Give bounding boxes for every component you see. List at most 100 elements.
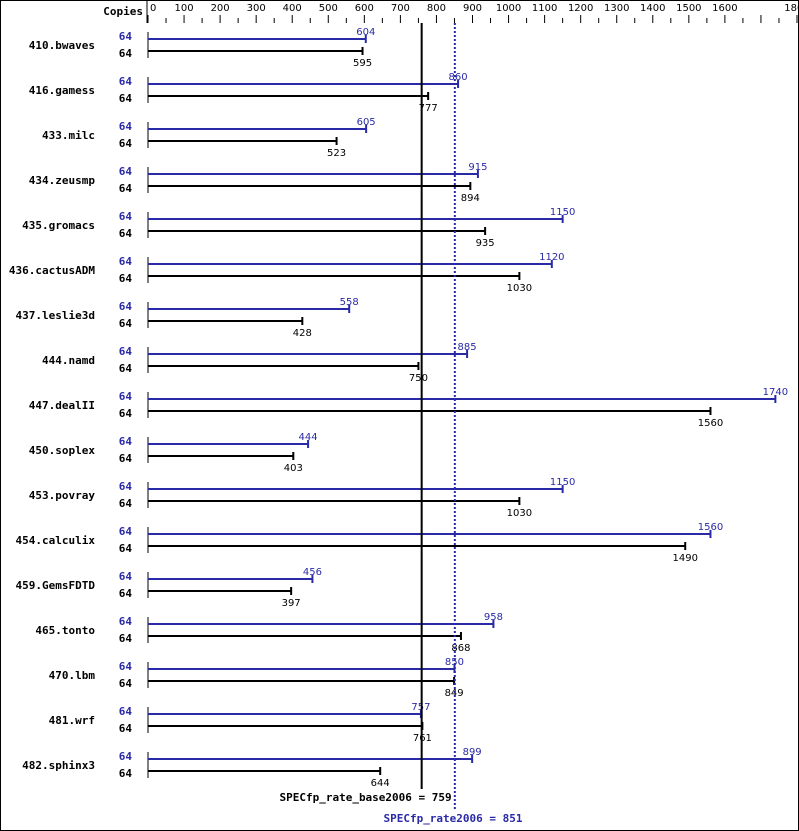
peak-copies: 64 xyxy=(119,345,133,358)
base-value: 750 xyxy=(409,373,428,384)
base-copies: 64 xyxy=(119,722,133,735)
peak-value: 1150 xyxy=(550,477,575,488)
peak-value: 456 xyxy=(303,567,322,578)
peak-value: 958 xyxy=(484,612,503,623)
peak-value: 885 xyxy=(458,342,477,353)
benchmark-label: 436.cactusADM xyxy=(9,264,95,277)
x-tick-label: 200 xyxy=(211,3,230,14)
x-tick-label: 500 xyxy=(319,3,338,14)
peak-copies: 64 xyxy=(119,480,133,493)
peak-copies: 64 xyxy=(119,750,133,763)
peak-copies: 64 xyxy=(119,615,133,628)
base-value: 403 xyxy=(284,463,303,474)
base-copies: 64 xyxy=(119,137,133,150)
benchmark-label: 416.gamess xyxy=(29,84,95,97)
benchmark-label: 435.gromacs xyxy=(22,219,95,232)
peak-copies: 64 xyxy=(119,570,133,583)
base-copies: 64 xyxy=(119,47,133,60)
benchmark-label: 459.GemsFDTD xyxy=(16,579,96,592)
x-tick-label: 600 xyxy=(355,3,374,14)
peak-copies: 64 xyxy=(119,705,133,718)
base-value: 1490 xyxy=(673,553,698,564)
peak-copies: 64 xyxy=(119,300,133,313)
base-value: 1560 xyxy=(698,418,723,429)
base-copies: 64 xyxy=(119,542,133,555)
peak-copies: 64 xyxy=(119,435,133,448)
base-value: 1030 xyxy=(507,283,532,294)
base-summary: SPECfp_rate_base2006 = 759 xyxy=(279,791,451,804)
peak-value: 899 xyxy=(463,747,482,758)
peak-copies: 64 xyxy=(119,165,133,178)
base-copies: 64 xyxy=(119,182,133,195)
base-copies: 64 xyxy=(119,407,133,420)
base-value: 523 xyxy=(327,148,346,159)
base-copies: 64 xyxy=(119,92,133,105)
copies-header: Copies xyxy=(103,5,143,18)
x-tick-label: 800 xyxy=(427,3,446,14)
peak-summary: SPECfp_rate2006 = 851 xyxy=(383,812,522,825)
base-value: 428 xyxy=(293,328,312,339)
peak-value: 1740 xyxy=(763,387,788,398)
peak-copies: 64 xyxy=(119,525,133,538)
x-tick-label: 0 xyxy=(150,3,156,14)
benchmark-label: 410.bwaves xyxy=(29,39,95,52)
benchmark-label: 434.zeusmp xyxy=(29,174,96,187)
base-value: 644 xyxy=(371,778,390,789)
x-tick-label: 1100 xyxy=(532,3,557,14)
base-value: 777 xyxy=(419,103,438,114)
base-value: 397 xyxy=(282,598,301,609)
peak-copies: 64 xyxy=(119,210,133,223)
x-tick-label: 1600 xyxy=(712,3,737,14)
x-tick-label: 1200 xyxy=(568,3,593,14)
x-tick-label: 100 xyxy=(175,3,194,14)
peak-value: 1120 xyxy=(539,252,564,263)
peak-copies: 64 xyxy=(119,255,133,268)
x-tick-label: 400 xyxy=(283,3,302,14)
benchmark-label: 482.sphinx3 xyxy=(22,759,95,772)
base-copies: 64 xyxy=(119,317,133,330)
benchmark-label: 437.leslie3d xyxy=(16,309,95,322)
peak-value: 1150 xyxy=(550,207,575,218)
base-value: 868 xyxy=(451,643,470,654)
benchmark-label: 470.lbm xyxy=(49,669,96,682)
benchmark-label: 447.dealII xyxy=(29,399,95,412)
base-copies: 64 xyxy=(119,362,133,375)
benchmark-label: 444.namd xyxy=(42,354,95,367)
peak-copies: 64 xyxy=(119,390,133,403)
peak-value: 604 xyxy=(356,27,375,38)
benchmark-label: 454.calculix xyxy=(16,534,96,547)
x-tick-label: 1300 xyxy=(604,3,629,14)
base-value: 894 xyxy=(461,193,480,204)
peak-copies: 64 xyxy=(119,75,133,88)
benchmark-label: 433.milc xyxy=(42,129,95,142)
x-tick-label: 900 xyxy=(463,3,482,14)
peak-value: 850 xyxy=(445,657,464,668)
peak-value: 558 xyxy=(340,297,359,308)
x-tick-label: 1000 xyxy=(496,3,521,14)
x-tick-label: 700 xyxy=(391,3,410,14)
base-value: 935 xyxy=(476,238,495,249)
x-tick-label: 1400 xyxy=(640,3,665,14)
benchmark-label: 450.soplex xyxy=(29,444,96,457)
benchmark-label: 453.povray xyxy=(29,489,96,502)
base-value: 1030 xyxy=(507,508,532,519)
peak-value: 860 xyxy=(449,72,468,83)
base-copies: 64 xyxy=(119,452,133,465)
base-copies: 64 xyxy=(119,767,133,780)
peak-copies: 64 xyxy=(119,660,133,673)
base-value: 595 xyxy=(353,58,372,69)
base-copies: 64 xyxy=(119,272,133,285)
base-copies: 64 xyxy=(119,227,133,240)
peak-value: 1560 xyxy=(698,522,723,533)
x-tick-label: 300 xyxy=(247,3,266,14)
peak-value: 605 xyxy=(357,117,376,128)
peak-copies: 64 xyxy=(119,30,133,43)
peak-value: 915 xyxy=(468,162,487,173)
benchmark-label: 465.tonto xyxy=(35,624,95,637)
x-tick-label: 1500 xyxy=(676,3,701,14)
x-tick-label: 1800 xyxy=(784,3,798,14)
base-value: 849 xyxy=(445,688,464,699)
base-copies: 64 xyxy=(119,497,133,510)
